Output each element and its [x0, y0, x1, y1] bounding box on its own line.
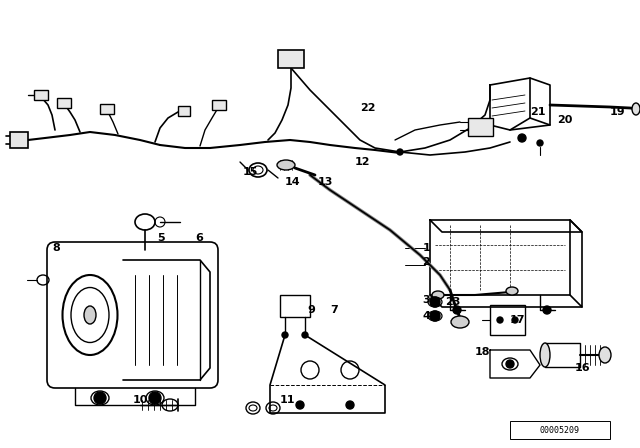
Ellipse shape — [506, 287, 518, 295]
Bar — [212, 100, 226, 110]
Bar — [468, 118, 493, 136]
Text: 6: 6 — [195, 233, 203, 243]
Ellipse shape — [451, 316, 469, 328]
Circle shape — [149, 392, 161, 404]
Text: 2: 2 — [422, 257, 430, 267]
Text: 9: 9 — [307, 305, 315, 315]
Bar — [10, 132, 28, 148]
Text: 10: 10 — [132, 395, 148, 405]
Bar — [57, 98, 71, 108]
Text: 14: 14 — [284, 177, 300, 187]
Circle shape — [346, 401, 354, 409]
Bar — [178, 106, 190, 116]
Bar — [510, 421, 610, 439]
Circle shape — [512, 317, 518, 323]
Circle shape — [506, 360, 514, 368]
Text: 23: 23 — [445, 297, 460, 307]
Text: 18: 18 — [474, 347, 490, 357]
Ellipse shape — [599, 347, 611, 363]
Circle shape — [518, 134, 526, 142]
Text: 21: 21 — [530, 107, 545, 117]
Circle shape — [430, 297, 440, 307]
Bar — [490, 305, 525, 335]
Circle shape — [537, 140, 543, 146]
Ellipse shape — [84, 306, 96, 324]
Text: 8: 8 — [52, 243, 60, 253]
Bar — [100, 104, 114, 114]
Text: 16: 16 — [575, 363, 591, 373]
Text: 19: 19 — [610, 107, 626, 117]
Circle shape — [302, 332, 308, 338]
Ellipse shape — [432, 291, 444, 299]
Bar — [34, 90, 48, 100]
Text: 20: 20 — [557, 115, 572, 125]
Circle shape — [94, 392, 106, 404]
Circle shape — [497, 317, 503, 323]
Ellipse shape — [540, 343, 550, 367]
Circle shape — [282, 332, 288, 338]
Text: 17: 17 — [510, 315, 525, 325]
Text: 00005209: 00005209 — [540, 426, 580, 435]
Text: 15: 15 — [243, 167, 258, 177]
Text: 12: 12 — [355, 157, 371, 167]
Circle shape — [296, 401, 304, 409]
Text: 4: 4 — [422, 311, 430, 321]
Circle shape — [543, 306, 551, 314]
Text: 11: 11 — [280, 395, 296, 405]
Text: 3: 3 — [422, 295, 430, 305]
Text: 5: 5 — [157, 233, 165, 243]
Text: 1: 1 — [422, 243, 430, 253]
Circle shape — [430, 311, 440, 321]
Bar — [280, 295, 310, 317]
Ellipse shape — [632, 103, 640, 115]
Circle shape — [453, 306, 461, 314]
Text: 7: 7 — [330, 305, 338, 315]
Ellipse shape — [277, 160, 295, 170]
Text: 22: 22 — [360, 103, 376, 113]
Text: 13: 13 — [318, 177, 333, 187]
Bar — [278, 50, 304, 68]
Circle shape — [397, 149, 403, 155]
